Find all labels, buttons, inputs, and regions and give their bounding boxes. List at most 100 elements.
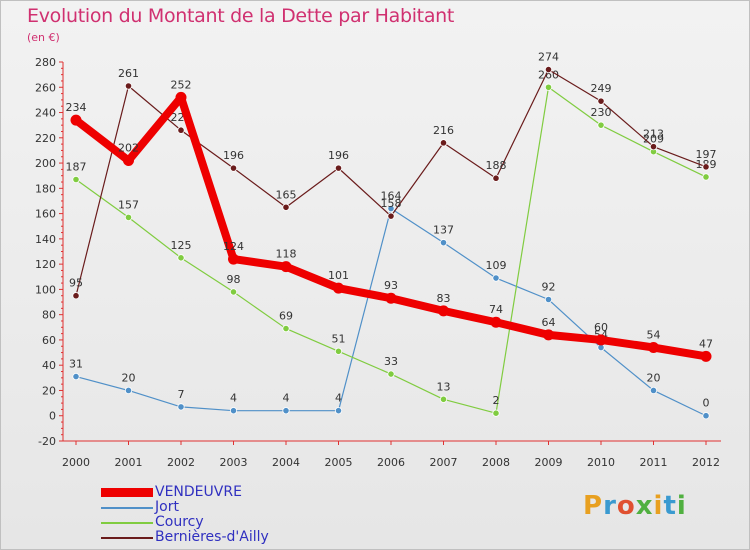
- data-label: 196: [223, 149, 244, 162]
- x-tick-label: 2008: [482, 456, 510, 469]
- data-point: [334, 347, 343, 355]
- y-tick-label: -20: [38, 435, 56, 448]
- x-tick-label: 2006: [377, 456, 405, 469]
- data-point: [282, 324, 290, 333]
- data-point: [649, 143, 658, 151]
- y-tick-label: 220: [35, 132, 56, 145]
- data-label: 188: [486, 159, 507, 172]
- legend-label: VENDEUVRE: [155, 484, 242, 500]
- y-tick-label: 80: [42, 309, 56, 322]
- y-tick-label: 200: [35, 157, 56, 170]
- data-point: [492, 174, 500, 182]
- data-label: 252: [171, 78, 192, 91]
- data-point: [702, 163, 710, 171]
- data-point: [334, 407, 343, 415]
- data-point: [175, 91, 187, 103]
- data-label: 95: [69, 277, 83, 290]
- data-point: [229, 288, 238, 296]
- legend-swatch: [101, 522, 153, 524]
- data-label: 158: [381, 197, 402, 210]
- data-point: [177, 126, 185, 134]
- y-tick-label: 100: [35, 283, 56, 296]
- data-point: [490, 316, 502, 328]
- data-point: [229, 407, 238, 415]
- x-tick-label: 2004: [272, 456, 300, 469]
- data-label: 274: [538, 51, 559, 64]
- data-point: [702, 173, 710, 181]
- legend-label: Jort: [155, 499, 179, 515]
- data-label: 47: [699, 337, 713, 350]
- data-label: 249: [591, 82, 612, 95]
- data-point: [648, 342, 659, 354]
- data-point: [649, 386, 658, 395]
- legend-swatch: [101, 507, 153, 509]
- data-label: 118: [276, 248, 297, 261]
- data-point: [438, 305, 449, 317]
- x-tick-label: 2012: [692, 456, 720, 469]
- data-label: 164: [381, 190, 402, 203]
- data-point: [543, 329, 554, 341]
- chart-subtitle: (en €): [27, 31, 60, 44]
- data-point: [333, 282, 344, 294]
- data-point: [492, 274, 500, 282]
- y-tick-label: 60: [42, 334, 56, 347]
- data-point: [282, 407, 290, 415]
- data-label: 98: [227, 273, 241, 286]
- data-point: [228, 253, 239, 265]
- legend-label: Courcy: [155, 514, 204, 530]
- data-label: 4: [230, 392, 237, 405]
- y-tick-label: 180: [35, 182, 56, 195]
- legend-swatch: [101, 537, 153, 539]
- data-label: 51: [332, 332, 346, 345]
- data-point: [123, 155, 134, 167]
- data-point: [439, 139, 448, 147]
- data-label: 157: [118, 198, 139, 211]
- data-point: [387, 370, 395, 378]
- y-tick-label: 240: [35, 107, 56, 120]
- data-point: [597, 121, 605, 129]
- data-label: 13: [437, 380, 451, 393]
- data-label: 230: [591, 106, 612, 119]
- y-tick-label: 20: [42, 384, 56, 397]
- data-point: [229, 164, 238, 172]
- data-point: [492, 409, 500, 417]
- y-tick-label: 140: [35, 233, 56, 246]
- data-label: 64: [542, 316, 556, 329]
- data-label: 31: [69, 358, 83, 371]
- x-tick-label: 2003: [220, 456, 248, 469]
- data-point: [439, 239, 448, 247]
- data-label: 165: [276, 188, 297, 201]
- data-point: [334, 164, 343, 172]
- data-label: 7: [178, 388, 185, 401]
- data-point: [124, 386, 133, 395]
- data-label: 0: [703, 397, 710, 410]
- data-point: [72, 372, 80, 381]
- y-tick-label: 260: [35, 81, 56, 94]
- data-point: [387, 204, 395, 213]
- data-label: 93: [384, 279, 398, 292]
- proxiti-logo: Proxiti: [583, 491, 687, 521]
- data-label: 124: [223, 240, 244, 253]
- data-point: [280, 261, 292, 273]
- data-point: [595, 334, 607, 346]
- data-label: 69: [279, 310, 293, 323]
- data-label: 74: [489, 303, 503, 316]
- legend-swatch: [101, 488, 153, 497]
- x-tick-label: 2010: [587, 456, 615, 469]
- data-label: 4: [283, 392, 290, 405]
- data-label: 101: [328, 269, 349, 282]
- data-point: [72, 175, 80, 184]
- chart-title: Evolution du Montant de la Dette par Hab…: [27, 5, 455, 27]
- data-label: 2: [493, 394, 500, 407]
- data-label: 4: [335, 392, 342, 405]
- data-label: 92: [542, 281, 556, 294]
- data-label: 197: [696, 148, 717, 161]
- data-point: [439, 395, 448, 403]
- data-point: [544, 65, 553, 74]
- x-tick-label: 2000: [62, 456, 90, 469]
- data-label: 196: [328, 149, 349, 162]
- data-label: 137: [433, 224, 454, 237]
- data-point: [700, 350, 712, 362]
- data-label: 202: [118, 142, 139, 155]
- data-point: [544, 83, 553, 91]
